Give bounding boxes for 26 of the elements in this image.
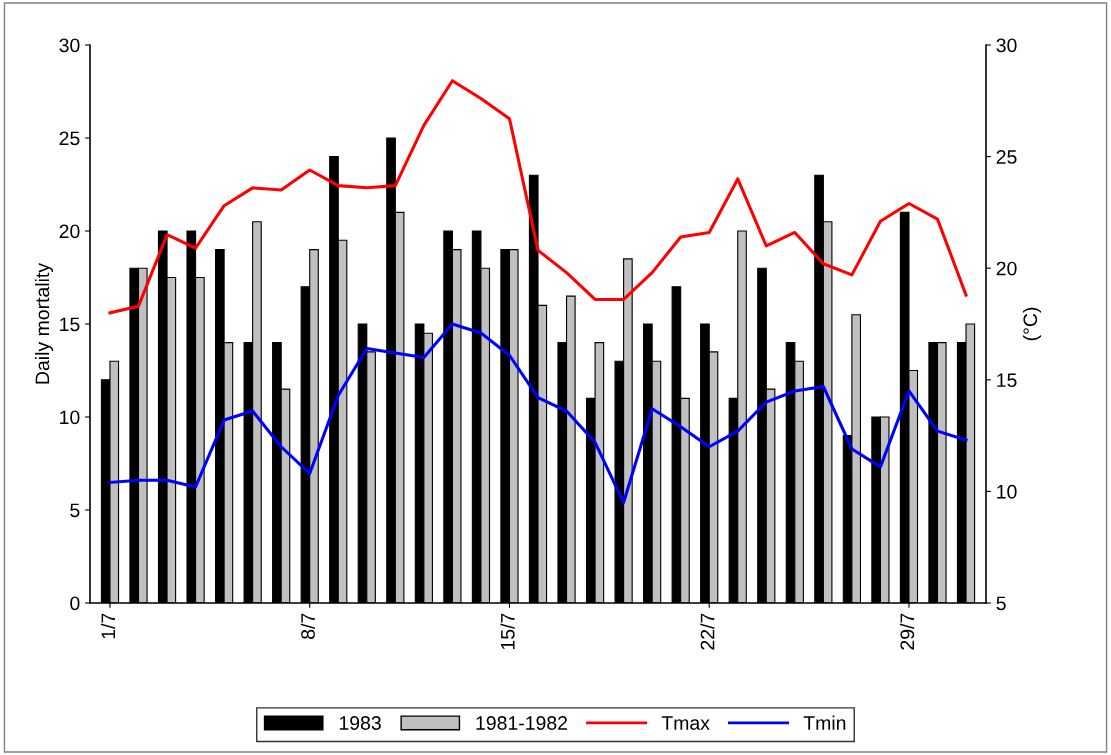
y2-tick-label: 30 (996, 38, 1017, 53)
y2-tick-label: 10 (997, 484, 1017, 499)
x-tick-label: 29/7 (899, 613, 915, 650)
x-tick-label: 22/7 (700, 613, 715, 650)
line-series (108, 322, 968, 505)
y2-tick-label: 5 (996, 596, 1006, 611)
y-tick-label: 10 (60, 410, 80, 425)
legend-label: Tmax (661, 716, 710, 730)
y-tick-label: 20 (59, 224, 80, 239)
legend-label: 1983 (339, 716, 381, 730)
y-tick-label: 0 (70, 596, 80, 611)
y-tick-label: 5 (70, 503, 80, 518)
legend-label: 1981-1982 (476, 716, 568, 730)
y-tick-label: 25 (59, 131, 80, 146)
y2-tick-label: 25 (996, 150, 1017, 164)
line-series (108, 79, 968, 315)
y2-axis-title: (°C) (1022, 307, 1042, 341)
x-tick-label: 1/7 (100, 613, 116, 639)
y-axis-title: Daily mortality (34, 262, 54, 384)
y-tick-label: 15 (60, 317, 80, 332)
x-tick-label: 8/7 (300, 613, 315, 639)
x-tick-label: 15/7 (500, 613, 515, 650)
y2-tick-label: 20 (996, 261, 1017, 276)
legend-label: Tmin (803, 715, 846, 730)
y2-tick-label: 15 (997, 373, 1017, 388)
y-tick-label: 30 (59, 38, 80, 53)
